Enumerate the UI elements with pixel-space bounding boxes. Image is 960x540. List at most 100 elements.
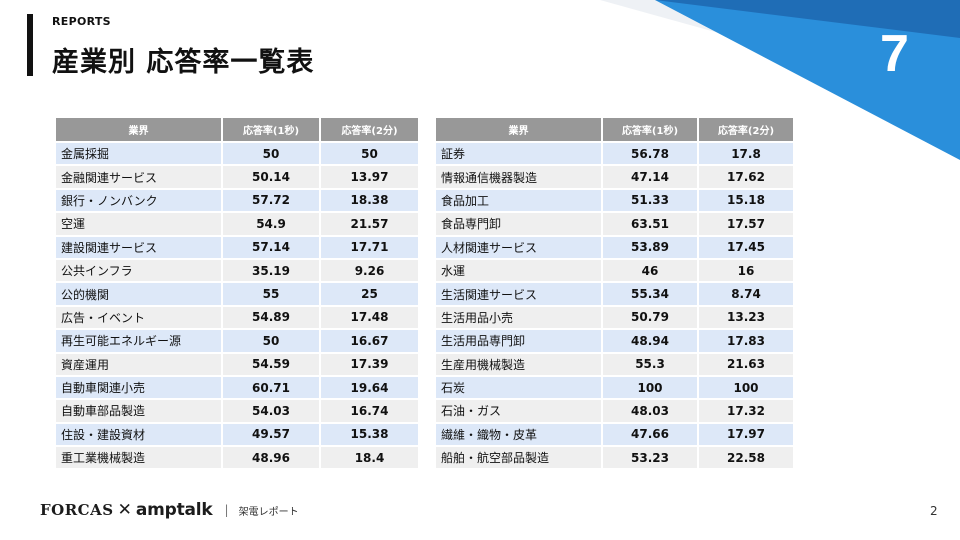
table-row: 石炭 100 100	[436, 375, 795, 401]
industry-cell: 自動車部品製造	[56, 399, 223, 424]
industry-cell: 自動車関連小売	[56, 375, 223, 401]
industry-cell: 建設関連サービス	[56, 235, 223, 260]
rate-2m-cell: 16	[698, 258, 795, 284]
rate-2m-cell: 17.45	[698, 235, 795, 260]
table-row: 公共インフラ 35.19 9.26	[56, 258, 420, 284]
rate-1s-cell: 50.79	[602, 305, 699, 331]
table-row: 公的機関 55 25	[56, 282, 420, 307]
table-row: 生活用品専門卸 48.94 17.83	[436, 329, 795, 354]
rate-2m-cell: 21.57	[320, 212, 420, 237]
rate-1s-cell: 48.96	[222, 446, 321, 471]
table-row: 証券 56.78 17.8	[436, 142, 795, 167]
rate-1s-cell: 57.72	[222, 188, 321, 214]
footer-report-label: 架電レポート	[238, 506, 299, 518]
rate-2m-cell: 17.48	[320, 305, 420, 331]
rate-2m-cell: 9.26	[320, 258, 420, 284]
rate-2m-cell: 17.32	[698, 399, 795, 424]
table-row: 金属採掘 50 50	[56, 142, 420, 167]
table-row: 生産用機械製造 55.3 21.63	[436, 352, 795, 377]
rate-1s-cell: 50	[222, 329, 321, 354]
industry-cell: 金融関連サービス	[56, 165, 223, 190]
industry-cell: 空運	[56, 212, 223, 237]
industry-cell: 重工業機械製造	[56, 446, 223, 471]
column-header-industry: 業界	[56, 118, 223, 143]
rate-2m-cell: 19.64	[320, 375, 420, 401]
rate-1s-cell: 50	[222, 142, 321, 167]
table-row: 自動車部品製造 54.03 16.74	[56, 399, 420, 424]
collaboration-x-icon: ✕	[117, 500, 132, 520]
column-header-rate-1s: 応答率(1秒)	[222, 118, 321, 143]
rate-1s-cell: 54.89	[222, 305, 321, 331]
industry-cell: 水運	[436, 258, 603, 284]
industry-cell: 住設・建設資材	[56, 422, 223, 448]
industry-cell: 公的機関	[56, 282, 223, 307]
rate-2m-cell: 17.83	[698, 329, 795, 354]
rate-1s-cell: 47.14	[602, 165, 699, 190]
forcas-logo: FORCAS	[40, 501, 114, 519]
table-row: 自動車関連小売 60.71 19.64	[56, 375, 420, 401]
industry-cell: 金属採掘	[56, 142, 223, 167]
rate-1s-cell: 57.14	[222, 235, 321, 260]
table-row: 金融関連サービス 50.14 13.97	[56, 165, 420, 190]
table-row: 住設・建設資材 49.57 15.38	[56, 422, 420, 448]
rate-1s-cell: 54.03	[222, 399, 321, 424]
table-row: 空運 54.9 21.57	[56, 212, 420, 237]
table-row: 石油・ガス 48.03 17.32	[436, 399, 795, 424]
rate-1s-cell: 35.19	[222, 258, 321, 284]
column-header-industry: 業界	[436, 118, 603, 143]
page-number: 2	[930, 504, 938, 518]
table-row: 建設関連サービス 57.14 17.71	[56, 235, 420, 260]
rate-2m-cell: 8.74	[698, 282, 795, 307]
industry-cell: 生活用品小売	[436, 305, 603, 331]
table-row: 人材関連サービス 53.89 17.45	[436, 235, 795, 260]
rate-2m-cell: 25	[320, 282, 420, 307]
industry-cell: 広告・イベント	[56, 305, 223, 331]
table-row: 再生可能エネルギー源 50 16.67	[56, 329, 420, 354]
footer-separator: |	[224, 503, 229, 517]
rate-1s-cell: 56.78	[602, 142, 699, 167]
industry-cell: 生活関連サービス	[436, 282, 603, 307]
rate-2m-cell: 17.57	[698, 212, 795, 237]
column-header-rate-2m: 応答率(2分)	[698, 118, 795, 143]
industry-cell: 石炭	[436, 375, 603, 401]
rate-2m-cell: 16.67	[320, 329, 420, 354]
industry-cell: 再生可能エネルギー源	[56, 329, 223, 354]
rate-1s-cell: 50.14	[222, 165, 321, 190]
industry-cell: 石油・ガス	[436, 399, 603, 424]
rate-1s-cell: 55.3	[602, 352, 699, 377]
industry-cell: 銀行・ノンバンク	[56, 188, 223, 214]
slide-number: 7	[880, 25, 909, 83]
rate-2m-cell: 17.8	[698, 142, 795, 167]
rate-1s-cell: 51.33	[602, 188, 699, 214]
rate-2m-cell: 17.71	[320, 235, 420, 260]
rate-2m-cell: 18.38	[320, 188, 420, 214]
industry-cell: 食品加工	[436, 188, 603, 214]
industry-cell: 人材関連サービス	[436, 235, 603, 260]
table-header-row: 業界 応答率(1秒) 応答率(2分)	[436, 118, 795, 143]
industry-cell: 繊維・織物・皮革	[436, 422, 603, 448]
rate-1s-cell: 46	[602, 258, 699, 284]
rate-1s-cell: 55	[222, 282, 321, 307]
rate-2m-cell: 16.74	[320, 399, 420, 424]
rate-2m-cell: 13.23	[698, 305, 795, 331]
table-row: 広告・イベント 54.89 17.48	[56, 305, 420, 331]
table-row: 重工業機械製造 48.96 18.4	[56, 446, 420, 471]
rate-2m-cell: 17.39	[320, 352, 420, 377]
table-row: 水運 46 16	[436, 258, 795, 284]
industry-table-left: 業界 応答率(1秒) 応答率(2分) 金属採掘 50 50 金融関連サービス 50.14…	[56, 118, 420, 471]
rate-1s-cell: 47.66	[602, 422, 699, 448]
rate-2m-cell: 13.97	[320, 165, 420, 190]
table-row: 資産運用 54.59 17.39	[56, 352, 420, 377]
rate-2m-cell: 21.63	[698, 352, 795, 377]
rate-2m-cell: 50	[320, 142, 420, 167]
rate-2m-cell: 17.97	[698, 422, 795, 448]
table-row: 銀行・ノンバンク 57.72 18.38	[56, 188, 420, 214]
table-row: 食品専門卸 63.51 17.57	[436, 212, 795, 237]
table-row: 船舶・航空部品製造 53.23 22.58	[436, 446, 795, 471]
rate-1s-cell: 48.94	[602, 329, 699, 354]
rate-1s-cell: 49.57	[222, 422, 321, 448]
rate-2m-cell: 15.38	[320, 422, 420, 448]
industry-cell: 証券	[436, 142, 603, 167]
rate-2m-cell: 15.18	[698, 188, 795, 214]
